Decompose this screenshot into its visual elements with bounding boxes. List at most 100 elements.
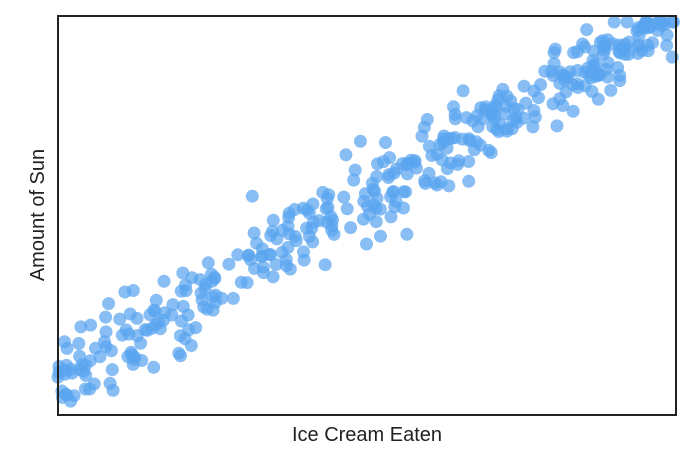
data-point [255, 249, 269, 263]
data-point [128, 350, 142, 364]
data-point [448, 107, 462, 121]
data-point [420, 113, 434, 126]
data-point [103, 376, 117, 390]
data-point [318, 258, 332, 272]
data-point [368, 184, 382, 198]
data-point [147, 303, 161, 317]
data-point [340, 202, 354, 216]
data-point [320, 215, 334, 229]
data-point [234, 275, 248, 289]
data-point [185, 271, 199, 285]
data-point [337, 190, 351, 204]
data-point [250, 236, 264, 250]
data-point [353, 134, 367, 148]
data-point [157, 274, 171, 288]
data-point [400, 227, 414, 241]
data-point [660, 38, 674, 52]
data-point [370, 170, 384, 183]
data-point [102, 297, 116, 311]
data-point [194, 286, 208, 300]
data-point [222, 257, 236, 271]
data-point [126, 284, 140, 297]
data-point [130, 311, 144, 325]
data-point [166, 298, 180, 312]
data-point [430, 147, 444, 161]
data-point [73, 349, 87, 363]
data-point [635, 44, 649, 57]
data-point [320, 192, 334, 206]
data-point [360, 237, 373, 251]
data-point [601, 70, 614, 84]
x-axis-label: Ice Cream Eaten [292, 424, 442, 446]
data-point [660, 28, 674, 42]
data-point [77, 364, 91, 378]
data-point [596, 47, 610, 61]
data-point [266, 224, 280, 238]
data-points [51, 15, 680, 408]
data-point [339, 148, 353, 162]
data-point [178, 332, 192, 346]
data-point [418, 176, 432, 190]
data-point [462, 174, 476, 188]
data-point [269, 258, 283, 271]
data-point [84, 318, 98, 332]
data-point [247, 226, 261, 240]
data-point [140, 323, 154, 337]
data-point [281, 241, 295, 254]
data-point [401, 157, 415, 170]
data-point [377, 155, 390, 169]
data-point [484, 146, 498, 160]
plot-frame [57, 15, 677, 416]
data-point [172, 346, 186, 360]
data-point [266, 270, 280, 284]
data-point [60, 341, 74, 355]
data-point [415, 129, 429, 143]
data-point [658, 17, 672, 31]
data-point [113, 312, 127, 326]
data-point [369, 201, 383, 215]
data-point [306, 235, 320, 249]
data-point [466, 114, 480, 128]
data-point [604, 83, 618, 97]
data-point [165, 308, 179, 322]
data-point [550, 119, 564, 133]
data-point [613, 69, 627, 82]
data-point [348, 163, 362, 177]
data-point [200, 302, 214, 316]
data-point [288, 203, 302, 216]
data-point [231, 248, 245, 262]
y-axis-label: Amount of Sun [27, 149, 49, 281]
data-point [578, 65, 592, 79]
data-point [64, 394, 78, 408]
data-point [99, 325, 113, 339]
data-point [83, 382, 97, 396]
data-point [630, 24, 644, 38]
data-point [456, 84, 470, 98]
data-point [60, 358, 73, 372]
data-point [504, 94, 518, 108]
data-point [149, 293, 163, 307]
data-point [517, 79, 531, 93]
data-point [440, 162, 454, 176]
data-point [379, 136, 392, 149]
data-point [585, 85, 599, 98]
data-point [176, 299, 190, 313]
data-point [646, 36, 659, 50]
data-point [347, 173, 361, 187]
data-point [201, 256, 215, 270]
data-point [511, 103, 525, 116]
data-point [99, 310, 113, 324]
data-point [72, 337, 86, 350]
data-point [208, 272, 222, 285]
data-point [510, 115, 524, 129]
data-point [276, 223, 289, 237]
data-point [566, 78, 580, 92]
data-point [105, 363, 119, 377]
data-point [248, 262, 261, 275]
data-point [93, 350, 107, 364]
data-point [387, 166, 401, 180]
data-point [344, 221, 358, 235]
data-point [613, 46, 627, 60]
data-point [98, 335, 111, 349]
